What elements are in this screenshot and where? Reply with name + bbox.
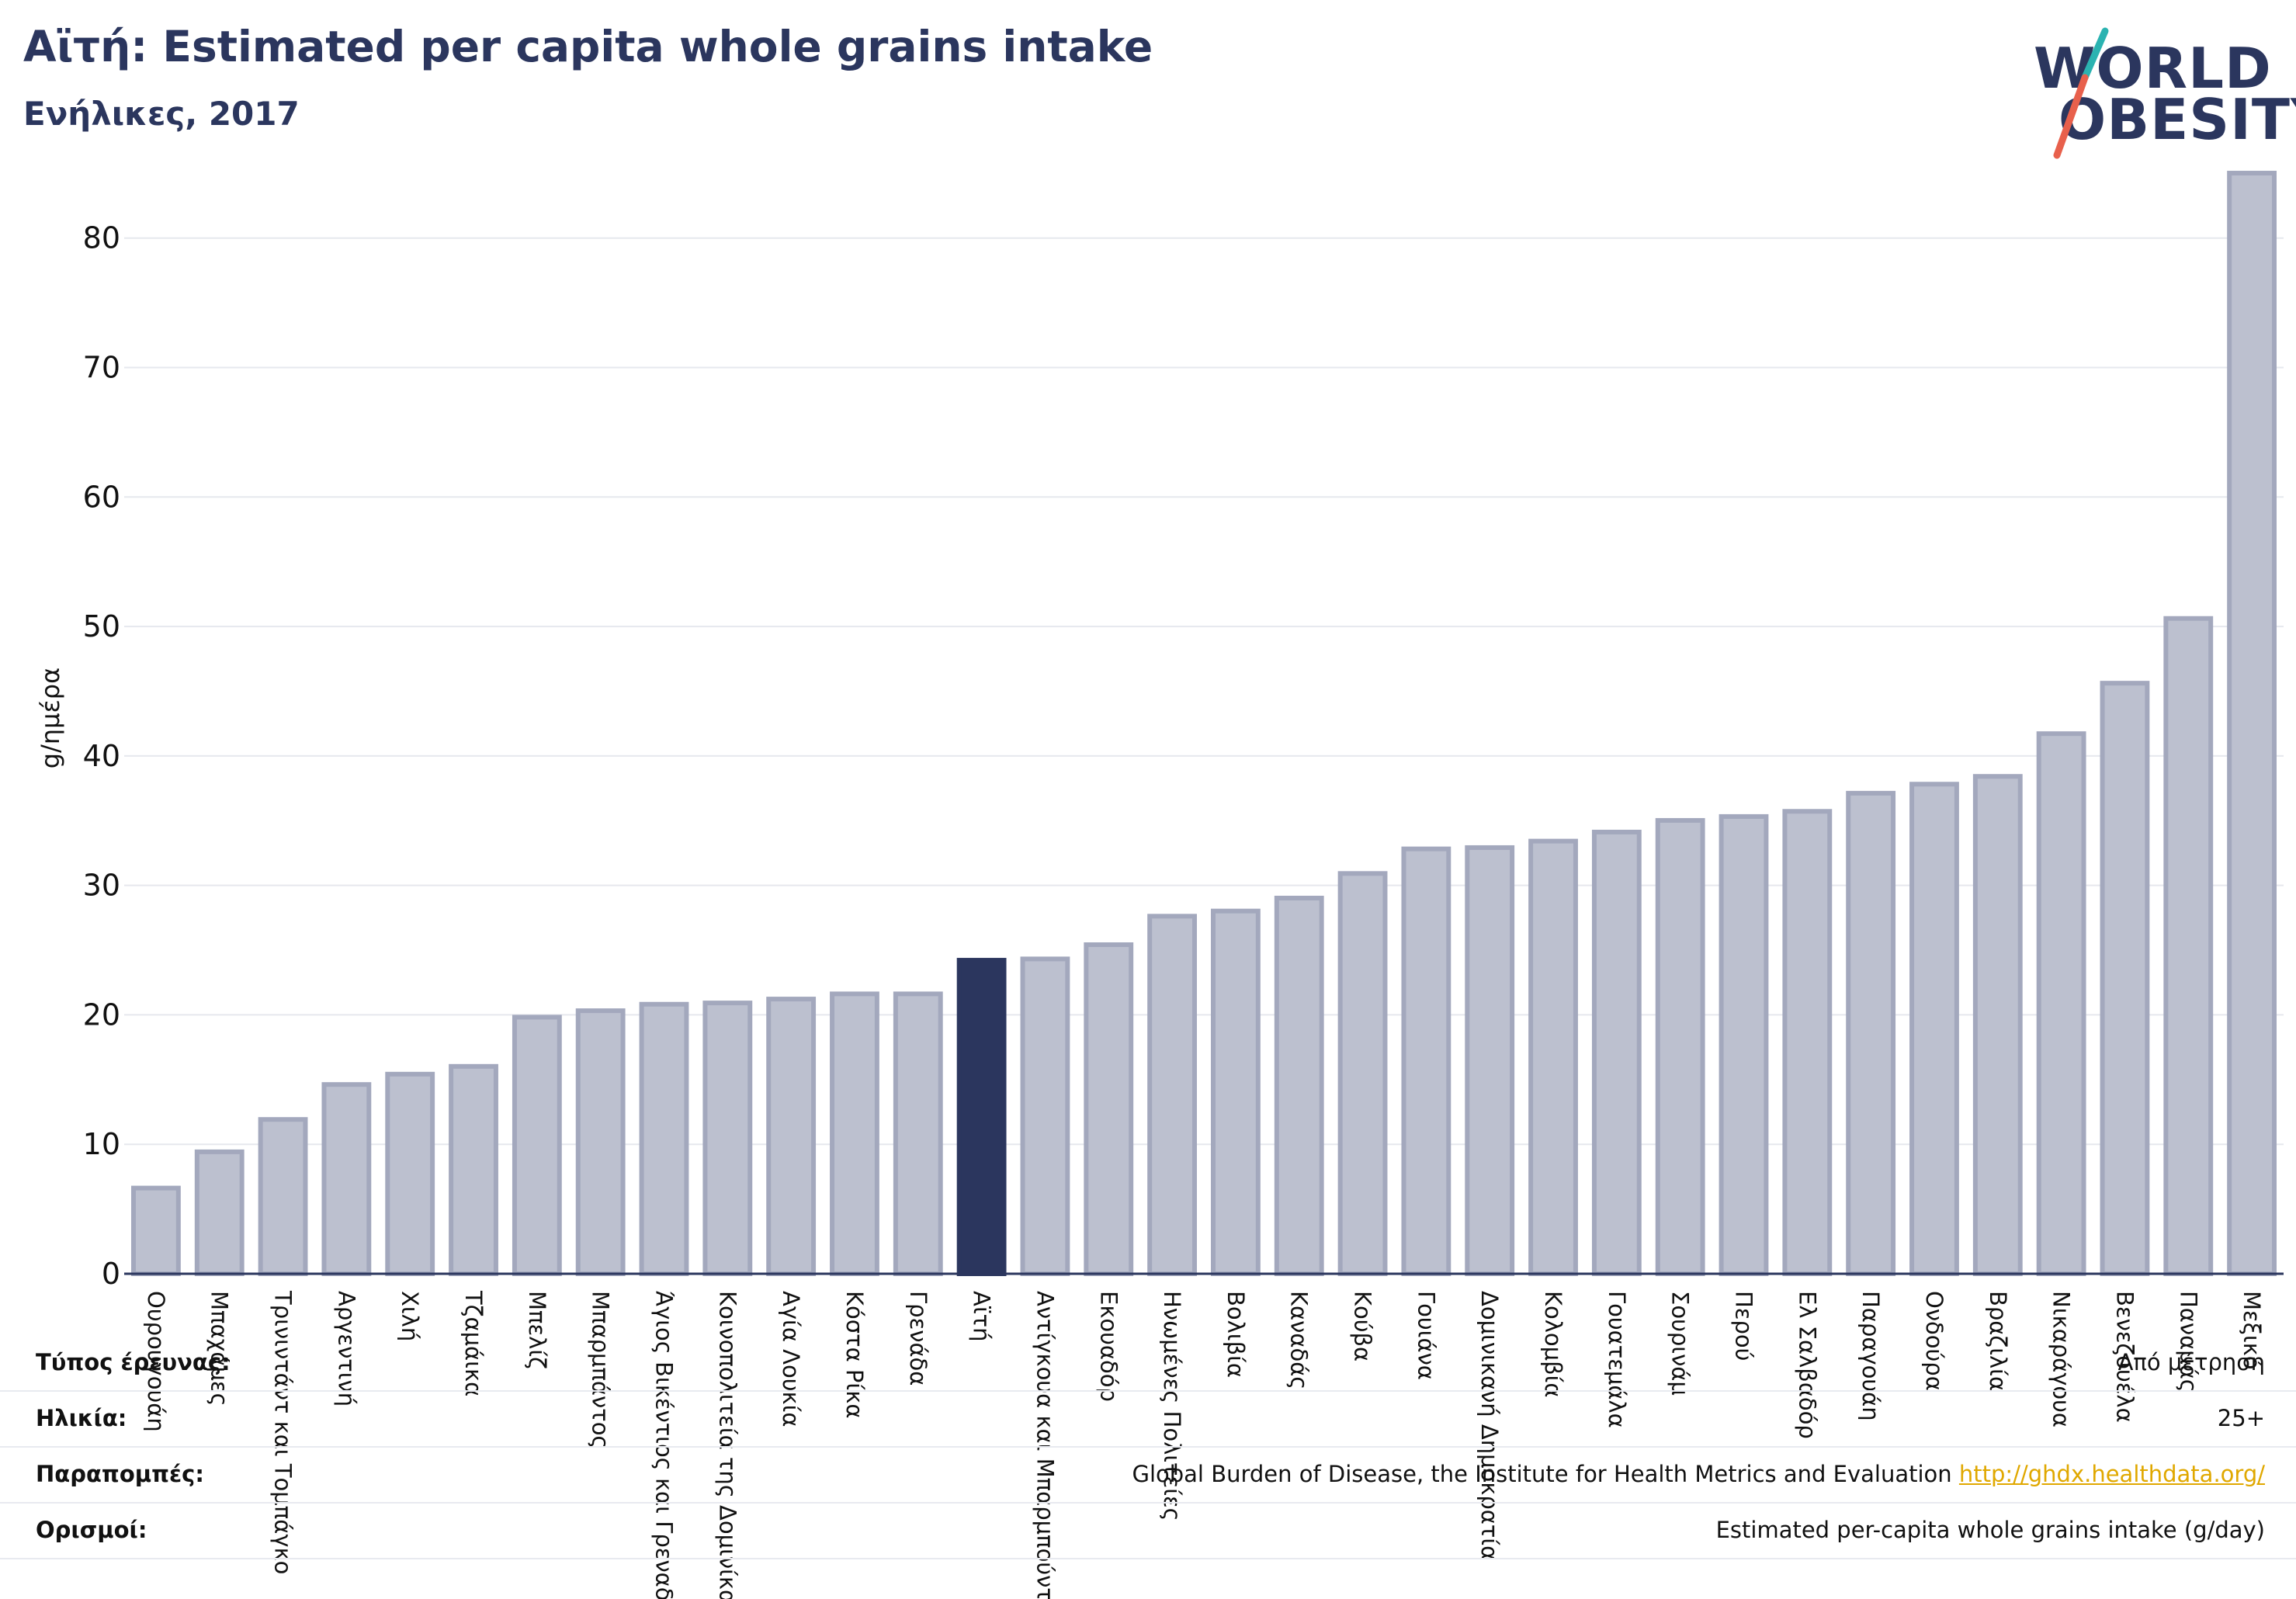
x-tick-label: Περού	[1731, 1291, 1757, 1361]
bar	[194, 1149, 245, 1276]
bar	[385, 1071, 435, 1276]
bar	[512, 1015, 562, 1276]
y-tick-label: 50	[83, 609, 120, 643]
x-tick-label: Δομινικανή Δημοκρατία	[1476, 1291, 1503, 1560]
x-tick-label: Εκουαδόρ	[1095, 1291, 1122, 1402]
bar	[639, 1001, 689, 1277]
meta-label: Παραπομπές:	[36, 1461, 204, 1487]
bar	[321, 1082, 372, 1276]
bar	[1909, 782, 1959, 1276]
x-tick-label: Βραζιλία	[1985, 1291, 2011, 1391]
bar	[1020, 956, 1070, 1276]
x-tick-label: Κολομβία	[1540, 1291, 1566, 1398]
page-subtitle: Ενήλικες, 2017	[23, 95, 300, 133]
meta-value-references: Global Burden of Disease, the Institute …	[1132, 1461, 2265, 1487]
x-tick-label: Μπαρμπάντος	[588, 1291, 614, 1448]
meta-label: Ηλικία:	[36, 1405, 127, 1431]
y-tick-label: 60	[83, 480, 120, 514]
x-tick-label: Παραγουάη	[1857, 1291, 1884, 1421]
logo-text-obesity: OBESITY	[2058, 87, 2296, 152]
bar	[131, 1185, 181, 1276]
x-tick-label: Βενεζουέλα	[2111, 1291, 2138, 1423]
x-tick-label: Παναμάς	[2175, 1291, 2201, 1393]
y-tick-label: 30	[83, 869, 120, 903]
meta-value: 25+	[2217, 1405, 2265, 1431]
meta-label: Τύπος έρευνας:	[36, 1349, 231, 1375]
x-tick-label: Νικαράγουα	[2048, 1291, 2075, 1427]
bar	[1846, 790, 1896, 1276]
x-tick-label: Βολιβία	[1223, 1291, 1249, 1378]
meta-label: Ορισμοί:	[36, 1517, 147, 1543]
bar	[449, 1063, 498, 1277]
y-tick-label: 40	[83, 739, 120, 773]
bar	[2163, 616, 2214, 1276]
x-tick-label: Καναδάς	[1286, 1291, 1313, 1389]
reference-link[interactable]: http://ghdx.healthdata.org/	[1958, 1461, 2265, 1487]
meta-row-survey-type: Τύπος έρευνας: Από μέτρηση	[0, 1335, 2296, 1392]
bar	[1972, 774, 2023, 1276]
logo-text-world: WORLD	[2034, 36, 2272, 101]
y-tick-label: 0	[102, 1257, 120, 1291]
bar	[1147, 914, 1197, 1277]
bar	[766, 997, 817, 1277]
bar	[1337, 871, 1388, 1276]
x-tick-label: Κοινοπολιτεία της Δομινίκας	[714, 1291, 740, 1599]
x-tick-label: Κόστα Ρίκα	[841, 1291, 868, 1418]
x-tick-label: Τζαμάικα	[460, 1290, 487, 1396]
x-tick-label: Αϊτή	[969, 1291, 995, 1342]
bar	[1528, 838, 1578, 1276]
x-tick-label: Άγιος Βικέντιος και Γρεναδίνες	[651, 1291, 678, 1599]
x-tick-label: Αγία Λουκία	[778, 1291, 804, 1427]
x-tick-label: Γρενάδα	[905, 1291, 931, 1386]
x-tick-label: Αργεντινή	[333, 1291, 359, 1406]
x-tick-label: Αντίγκουα και Μπαρμπούντα	[1032, 1291, 1058, 1599]
bar	[1465, 845, 1515, 1276]
bar	[1211, 908, 1261, 1277]
bar	[1274, 895, 1324, 1276]
meta-value: Estimated per-capita whole grains intake…	[1715, 1517, 2265, 1543]
x-tick-label: Χιλή	[397, 1291, 423, 1341]
bar-highlight	[956, 958, 1007, 1276]
bar	[1655, 817, 1705, 1276]
x-tick-label: Γουατεμάλα	[1604, 1291, 1630, 1428]
x-tick-label: Κούβα	[1350, 1291, 1376, 1361]
bar	[575, 1008, 626, 1276]
bar	[893, 991, 943, 1277]
y-tick-label: 80	[83, 221, 120, 255]
bar	[1401, 846, 1451, 1277]
bar	[2036, 731, 2086, 1276]
y-tick-label: 10	[83, 1127, 120, 1161]
x-tick-label: Σουρινάμ	[1667, 1291, 1694, 1396]
bar	[2100, 681, 2150, 1276]
x-tick-label: Ηνωμένες Πολιτείες	[1159, 1291, 1185, 1521]
y-tick-label: 20	[83, 997, 120, 1032]
reference-text: Global Burden of Disease, the Institute …	[1132, 1461, 1952, 1487]
bar	[258, 1117, 308, 1276]
x-tick-label: Μπαχάμες	[206, 1291, 233, 1406]
page-title: Αϊτή: Estimated per capita whole grains …	[23, 22, 1153, 71]
bar	[2227, 171, 2277, 1277]
meta-row-age: Ηλικία: 25+	[0, 1391, 2296, 1448]
y-axis-label: g/ημέρα	[36, 668, 65, 768]
bar	[830, 991, 879, 1277]
bar	[1782, 809, 1833, 1276]
bar	[1084, 942, 1134, 1276]
bar	[1719, 813, 1769, 1276]
x-tick-label: Μπελίζ	[524, 1291, 550, 1369]
bar	[702, 1001, 753, 1277]
x-tick-label: Μεξικό	[2239, 1291, 2265, 1370]
x-tick-label: Ελ Σαλβαδόρ	[1794, 1291, 1820, 1439]
world-obesity-logo: WORLD OBESITY	[2018, 23, 2296, 163]
x-tick-label: Τρινιντάντ και Τομπάγκο	[270, 1290, 297, 1574]
x-tick-label: Γουιάνα	[1413, 1291, 1439, 1380]
meta-value: Από μέτρηση	[2117, 1349, 2265, 1375]
x-tick-label: Ουρουγουάη	[143, 1291, 169, 1432]
y-tick-label: 70	[83, 351, 120, 385]
bar	[1591, 829, 1642, 1276]
meta-row-references: Παραπομπές: Global Burden of Disease, th…	[0, 1447, 2296, 1504]
logo-slash-icon	[2053, 27, 2109, 159]
x-tick-label: Ονδούρα	[1921, 1291, 1947, 1391]
meta-row-definitions: Ορισμοί: Estimated per-capita whole grai…	[0, 1503, 2296, 1559]
